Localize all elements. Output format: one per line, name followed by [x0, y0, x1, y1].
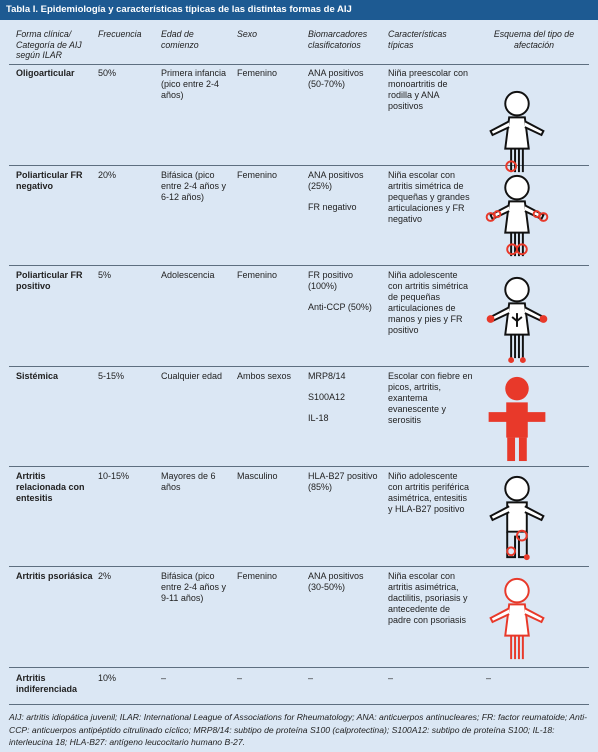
- header-frequency: Frecuencia: [98, 29, 142, 39]
- cell-sex-5: Masculino: [237, 471, 278, 481]
- cell-freq-7: 10%: [98, 673, 117, 683]
- header-onset: Edad de comienzo: [161, 29, 199, 50]
- child-schematic-6: [489, 577, 545, 660]
- row-separator: [9, 566, 589, 567]
- cell-sex-7: –: [237, 673, 243, 683]
- header-rule: [9, 64, 589, 65]
- footnote: AIJ: artritis idiopática juvenil; ILAR: …: [9, 712, 587, 747]
- biomarker-2: Anti-CCP (50%): [308, 302, 372, 312]
- cell-form-1: Oligoarticular: [16, 68, 75, 78]
- cell-feat-4: Escolar con fiebre en picos, artritis, e…: [388, 371, 473, 425]
- row-separator: [9, 466, 589, 467]
- cell-onset-5: Mayores de 6 años: [161, 471, 216, 492]
- cell-biomarkers-1: ANA positivos (50-70%): [308, 68, 382, 100]
- cell-biomarkers-2: ANA positivos (25%) FR negativo: [308, 170, 382, 223]
- child-schematic-5: [489, 475, 545, 561]
- biomarker-1: ANA positivos (30-50%): [308, 571, 364, 592]
- row-separator: [9, 667, 589, 668]
- cell-onset-6: Bifásica (pico entre 2-4 años y 9-11 año…: [161, 571, 227, 603]
- child-schematic-1: [489, 90, 545, 173]
- biomarker-1: MRP8/14: [308, 371, 346, 381]
- biomarker-3: IL-18: [308, 413, 329, 423]
- cell-biomarkers-7: –: [308, 673, 382, 694]
- biomarker-1: ANA positivos (25%): [308, 170, 364, 191]
- table-title: Tabla I. Epidemiología y características…: [0, 0, 598, 20]
- header-features: Características típicas: [388, 29, 447, 50]
- cell-onset-7: –: [161, 673, 167, 683]
- cell-form-7: Artritis indiferenciada: [16, 673, 78, 694]
- biomarker-1: –: [308, 673, 314, 683]
- cell-form-5: Artritis relacionada con entesitis: [16, 471, 85, 503]
- cell-freq-1: 50%: [98, 68, 117, 78]
- cell-form-6: Artritis psoriásica: [16, 571, 93, 581]
- cell-sex-1: Femenino: [237, 68, 278, 78]
- cell-scheme-7: –: [486, 673, 492, 683]
- cell-feat-1: Niña preescolar con monoartritis de rodi…: [388, 68, 469, 111]
- cell-biomarkers-4: MRP8/14 S100A12 IL-18: [308, 371, 382, 434]
- cell-form-2: Poliarticular FR negativo: [16, 170, 83, 191]
- row-separator: [9, 704, 589, 705]
- row-separator: [9, 366, 589, 367]
- cell-biomarkers-3: FR positivo (100%) Anti-CCP (50%): [308, 270, 382, 323]
- cell-sex-2: Femenino: [237, 170, 278, 180]
- biomarker-2: FR negativo: [308, 202, 357, 212]
- cell-freq-3: 5%: [98, 270, 112, 280]
- cell-freq-5: 10-15%: [98, 471, 130, 481]
- cell-sex-4: Ambos sexos: [237, 371, 292, 381]
- cell-freq-4: 5-15%: [98, 371, 125, 381]
- header-scheme: Esquema del tipo de afectación: [493, 29, 575, 50]
- cell-feat-7: –: [388, 673, 394, 683]
- cell-onset-1: Primera infancia (pico entre 2-4 años): [161, 68, 227, 100]
- header-biomarkers: Biomarcadores clasificatorios: [308, 29, 368, 50]
- cell-feat-2: Niña escolar con artritis simétrica de p…: [388, 170, 470, 224]
- cell-feat-5: Niño adolescente con artritis periférica…: [388, 471, 470, 514]
- cell-biomarkers-5: HLA-B27 positivo (85%): [308, 471, 382, 503]
- cell-feat-6: Niña escolar con artritis asimétrica, da…: [388, 571, 468, 625]
- row-separator: [9, 265, 589, 266]
- cell-biomarkers-6: ANA positivos (30-50%): [308, 571, 382, 603]
- header-sex: Sexo: [237, 29, 258, 39]
- biomarker-2: S100A12: [308, 392, 346, 402]
- child-schematic-3: [486, 276, 548, 364]
- cell-onset-3: Adolescencia: [161, 270, 215, 280]
- biomarker-1: ANA positivos (50-70%): [308, 68, 364, 89]
- row-separator: [9, 165, 589, 166]
- biomarker-1: HLA-B27 positivo (85%): [308, 471, 378, 492]
- cell-form-3: Poliarticular FR positivo: [16, 270, 83, 291]
- cell-onset-4: Cualquier edad: [161, 371, 223, 381]
- cell-freq-2: 20%: [98, 170, 117, 180]
- cell-freq-6: 2%: [98, 571, 112, 581]
- cell-sex-6: Femenino: [237, 571, 278, 581]
- child-schematic-2: [485, 174, 549, 257]
- cell-onset-2: Bifásica (pico entre 2-4 años y 6-12 año…: [161, 170, 227, 202]
- header-form: Forma clínica/ Categoría de AIJ según IL…: [16, 29, 82, 60]
- child-schematic-4: [488, 376, 546, 462]
- cell-feat-3: Niña adolescente con artritis simétrica …: [388, 270, 469, 335]
- cell-form-4: Sistémica: [16, 371, 59, 381]
- cell-sex-3: Femenino: [237, 270, 278, 280]
- biomarker-1: FR positivo (100%): [308, 270, 354, 291]
